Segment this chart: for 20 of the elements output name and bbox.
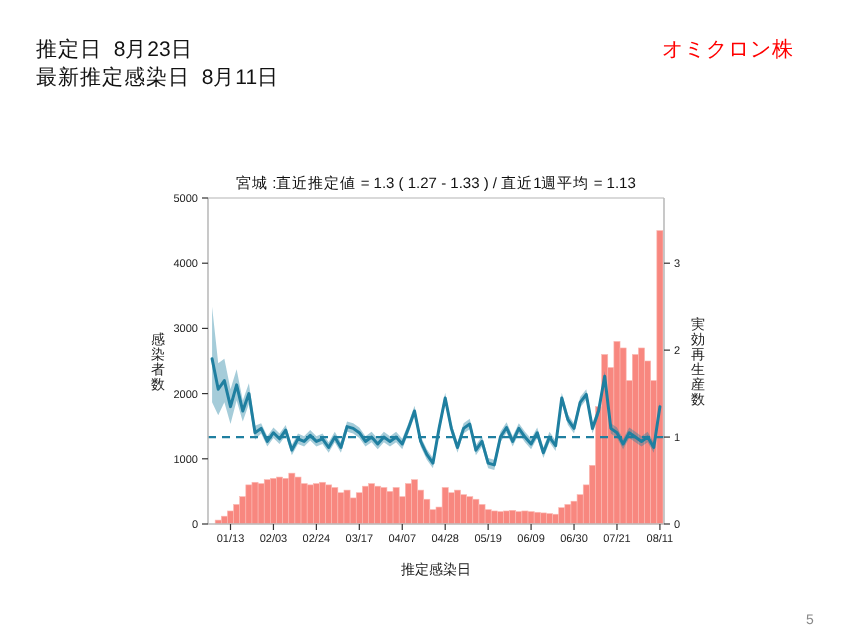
text: 推定日 8月23日 xyxy=(36,36,193,62)
bar xyxy=(441,487,449,525)
text: 最新推定感染日 8月11日 xyxy=(36,64,280,90)
bar xyxy=(349,497,357,525)
line-series xyxy=(210,357,662,467)
bar xyxy=(257,483,265,525)
bar xyxy=(392,487,400,525)
bar xyxy=(619,347,627,525)
bar xyxy=(484,509,492,525)
bar xyxy=(380,487,388,525)
bar xyxy=(288,472,296,525)
bar xyxy=(454,489,461,525)
bar xyxy=(527,511,535,525)
bar xyxy=(411,479,418,525)
bar xyxy=(478,504,486,525)
bar xyxy=(656,230,664,525)
bar xyxy=(294,476,302,525)
text: オミクロン株 xyxy=(662,36,794,62)
bar xyxy=(472,498,480,525)
bar xyxy=(300,483,308,525)
